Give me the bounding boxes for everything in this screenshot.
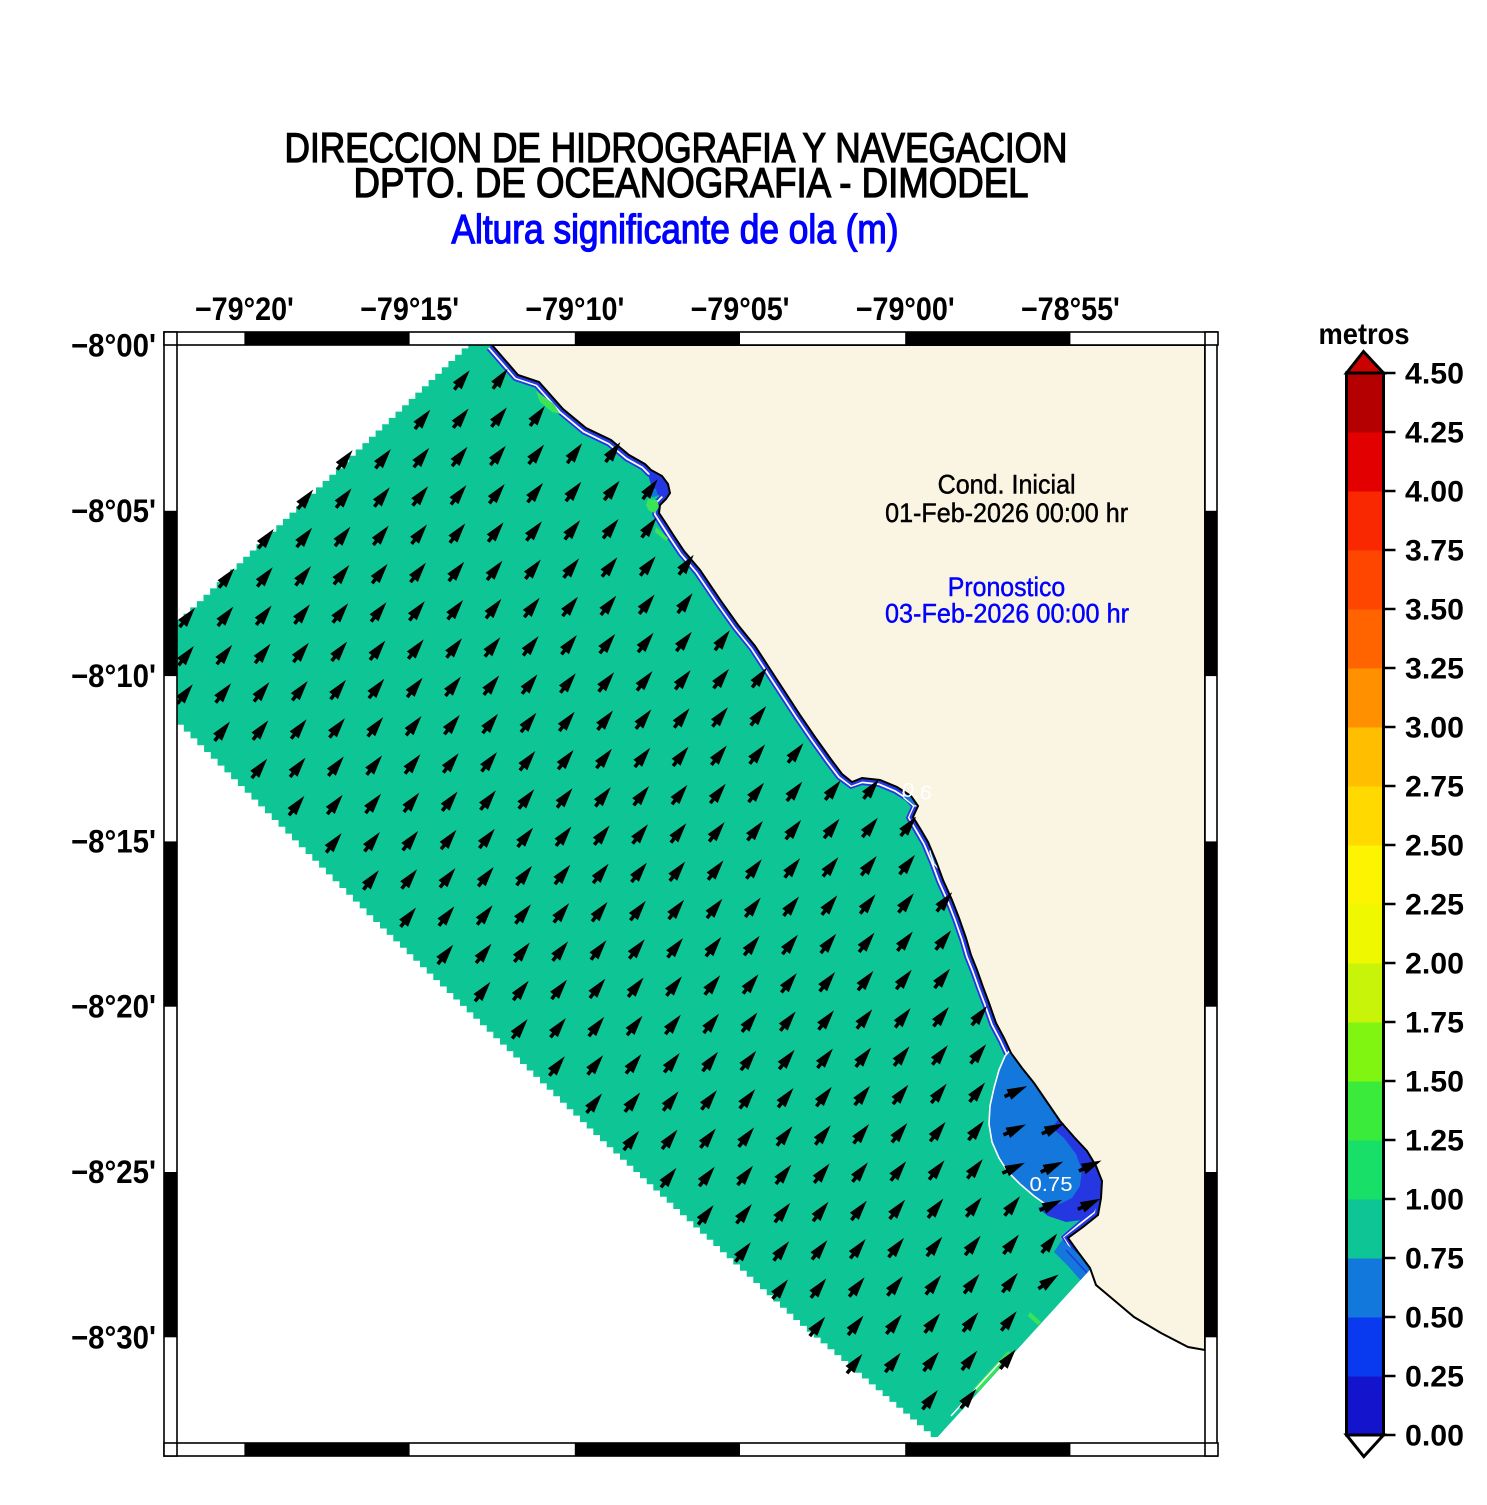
svg-text:DPTO. DE OCEANOGRAFIA - DIMODE: DPTO. DE OCEANOGRAFIA - DIMODEL: [354, 159, 1029, 206]
svg-text:−79°15': −79°15': [360, 291, 459, 327]
svg-text:1.00: 1.00: [1405, 1184, 1464, 1217]
svg-text:4.50: 4.50: [1405, 358, 1464, 391]
svg-text:1.25: 1.25: [1405, 1125, 1464, 1158]
svg-text:DIRECCION DE HIDROGRAFIA Y NAV: DIRECCION DE HIDROGRAFIA Y NAVEGACION: [285, 124, 1068, 171]
svg-text:2.25: 2.25: [1405, 889, 1464, 922]
svg-text:−78°55': −78°55': [1021, 291, 1120, 327]
svg-text:−8°00': −8°00': [71, 328, 156, 364]
svg-text:4.25: 4.25: [1405, 417, 1464, 450]
svg-text:0.50: 0.50: [1405, 1302, 1464, 1335]
svg-text:3.50: 3.50: [1405, 594, 1464, 627]
svg-text:−8°05': −8°05': [71, 493, 156, 529]
svg-text:metros: metros: [1319, 318, 1410, 351]
svg-text:Pronostico: Pronostico: [948, 572, 1066, 602]
svg-text:0.75: 0.75: [1405, 1243, 1464, 1276]
svg-text:3.75: 3.75: [1405, 535, 1464, 568]
svg-text:4.00: 4.00: [1405, 476, 1464, 509]
svg-text:−8°20': −8°20': [71, 989, 156, 1025]
svg-text:01-Feb-2026 00:00 hr: 01-Feb-2026 00:00 hr: [885, 498, 1128, 528]
svg-text:0.00: 0.00: [1405, 1420, 1464, 1453]
svg-text:3.25: 3.25: [1405, 653, 1464, 686]
svg-text:Cond. Inicial: Cond. Inicial: [938, 470, 1076, 500]
svg-text:2.75: 2.75: [1405, 771, 1464, 804]
svg-text:−79°05': −79°05': [691, 291, 790, 327]
svg-text:−8°15': −8°15': [71, 823, 156, 859]
svg-text:Altura significante de ola (m): Altura significante de ola (m): [452, 206, 899, 252]
svg-text:−8°10': −8°10': [71, 658, 156, 694]
svg-text:2.00: 2.00: [1405, 948, 1464, 981]
svg-text:−8°30': −8°30': [71, 1319, 156, 1355]
svg-text:1.75: 1.75: [1405, 1007, 1464, 1040]
svg-text:−79°00': −79°00': [856, 291, 955, 327]
svg-text:0.75: 0.75: [1030, 1174, 1073, 1196]
svg-text:0.25: 0.25: [1405, 1361, 1464, 1394]
svg-text:2.50: 2.50: [1405, 830, 1464, 863]
svg-text:−79°10': −79°10': [525, 291, 624, 327]
svg-text:1.50: 1.50: [1405, 1066, 1464, 1099]
svg-text:−79°20': −79°20': [195, 291, 294, 327]
svg-text:03-Feb-2026 00:00 hr: 03-Feb-2026 00:00 hr: [885, 599, 1129, 629]
svg-text:3.00: 3.00: [1405, 712, 1464, 745]
svg-text:0.6: 0.6: [900, 779, 933, 805]
svg-text:−8°25': −8°25': [71, 1154, 156, 1190]
